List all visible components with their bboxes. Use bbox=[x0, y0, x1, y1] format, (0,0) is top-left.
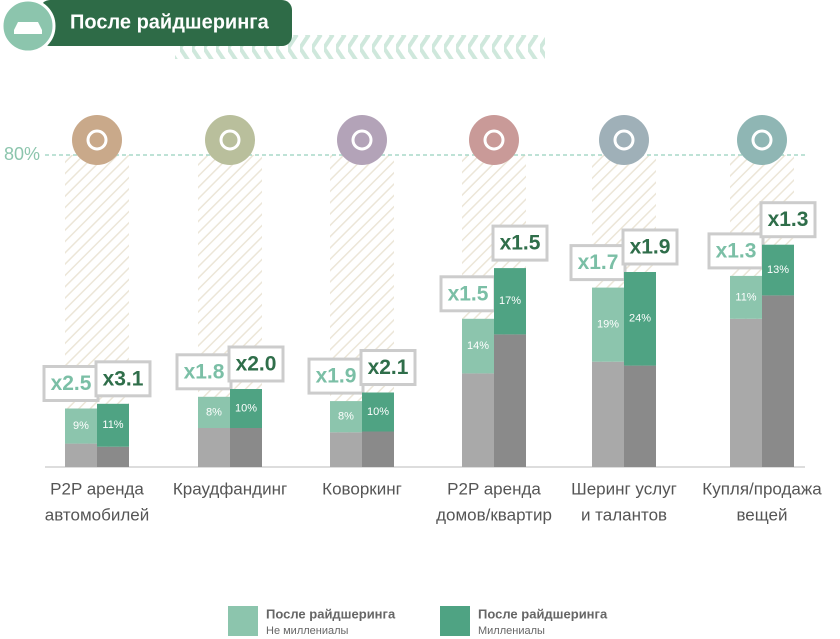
bar bbox=[97, 403, 129, 447]
bar bbox=[198, 396, 230, 428]
base-bar bbox=[97, 446, 129, 467]
multiplier-label: x1.3 bbox=[768, 208, 809, 231]
value-label: 10% bbox=[367, 406, 389, 418]
x-tick-label: домов/квартир bbox=[436, 505, 552, 524]
legend-sublabel: Миллениалы bbox=[478, 625, 545, 637]
multiplier-box bbox=[621, 228, 679, 266]
value-label: 24% bbox=[629, 313, 651, 325]
x-tick-label: Купля/продажа bbox=[702, 479, 822, 498]
multiplier-label: x2.1 bbox=[368, 356, 409, 379]
bar bbox=[730, 275, 762, 319]
value-label: 13% bbox=[767, 264, 789, 276]
base-bar bbox=[362, 431, 394, 467]
chart-title: После райдшеринга bbox=[70, 11, 270, 33]
category-icon-inner bbox=[483, 129, 505, 151]
x-tick-label: P2P аренда bbox=[447, 479, 541, 498]
bar bbox=[230, 389, 262, 428]
base-bar bbox=[494, 334, 526, 467]
category-icon-inner bbox=[613, 129, 635, 151]
multiplier-label: x1.9 bbox=[630, 236, 671, 259]
legend-swatch bbox=[440, 606, 470, 636]
category-icon bbox=[599, 115, 649, 165]
base-bar bbox=[198, 428, 230, 467]
base-bar bbox=[230, 428, 262, 467]
bar bbox=[65, 408, 97, 444]
legend-sublabel: Не миллениалы bbox=[266, 625, 349, 637]
category-icon-inner bbox=[751, 129, 773, 151]
multiplier-box bbox=[359, 349, 417, 387]
multiplier-box bbox=[94, 360, 152, 398]
x-tick-label: Коворкинг bbox=[322, 479, 402, 498]
base-bar bbox=[730, 318, 762, 467]
multiplier-label: x1.7 bbox=[578, 251, 619, 274]
value-label: 11% bbox=[102, 419, 123, 431]
category-icon bbox=[337, 115, 387, 165]
base-bar bbox=[462, 373, 494, 467]
multiplier-label: x1.5 bbox=[500, 232, 541, 255]
value-label: 19% bbox=[597, 319, 619, 331]
base-bar bbox=[330, 432, 362, 467]
base-bar bbox=[65, 443, 97, 467]
base-bar bbox=[592, 361, 624, 467]
value-label: 8% bbox=[206, 406, 222, 418]
bar bbox=[592, 287, 624, 362]
value-label: 14% bbox=[467, 340, 489, 352]
multiplier-box bbox=[491, 224, 549, 262]
category-icon bbox=[469, 115, 519, 165]
multiplier-box bbox=[227, 345, 285, 383]
multiplier-label: x1.3 bbox=[716, 239, 757, 262]
base-bar bbox=[762, 295, 794, 467]
category-icon-inner bbox=[351, 129, 373, 151]
y-tick-label: 80% bbox=[4, 144, 40, 164]
value-label: 17% bbox=[499, 295, 521, 307]
multiplier-box bbox=[42, 365, 100, 402]
bar bbox=[330, 401, 362, 433]
car-icon bbox=[14, 22, 42, 34]
bar bbox=[362, 392, 394, 432]
legend-label: После райдшеринга bbox=[478, 606, 608, 621]
multiplier-label: x1.9 bbox=[316, 365, 357, 388]
category-icon bbox=[72, 115, 122, 165]
category-icon-inner bbox=[86, 129, 108, 151]
x-tick-label: и талантов bbox=[581, 505, 667, 524]
multiplier-box bbox=[175, 353, 233, 391]
legend-label: После райдшеринга bbox=[266, 606, 396, 621]
value-label: 9% bbox=[73, 420, 89, 432]
multiplier-label: x2.5 bbox=[51, 372, 92, 395]
x-tick-label: вещей bbox=[736, 505, 787, 524]
category-icon bbox=[737, 115, 787, 165]
legend-swatch bbox=[228, 606, 258, 636]
multiplier-label: x1.5 bbox=[448, 282, 489, 305]
x-tick-label: Краудфандинг bbox=[173, 479, 287, 498]
multiplier-label: x1.8 bbox=[184, 360, 225, 383]
category-icon-inner bbox=[219, 129, 241, 151]
bar bbox=[462, 318, 494, 374]
header-banner bbox=[40, 0, 292, 46]
value-label: 10% bbox=[235, 402, 257, 414]
x-tick-label: автомобилей bbox=[45, 505, 149, 524]
category-icon bbox=[205, 115, 255, 165]
value-label: 11% bbox=[735, 291, 756, 303]
x-tick-label: Шеринг услуг bbox=[571, 479, 677, 498]
multiplier-box bbox=[707, 232, 765, 270]
value-label: 8% bbox=[338, 411, 354, 423]
multiplier-label: x3.1 bbox=[103, 367, 144, 390]
base-bar bbox=[624, 365, 656, 467]
bar bbox=[624, 272, 656, 366]
x-tick-label: P2P аренда bbox=[50, 479, 144, 498]
multiplier-box bbox=[759, 201, 817, 239]
bar bbox=[494, 268, 526, 335]
multiplier-label: x2.0 bbox=[236, 353, 277, 376]
bar bbox=[762, 244, 794, 296]
